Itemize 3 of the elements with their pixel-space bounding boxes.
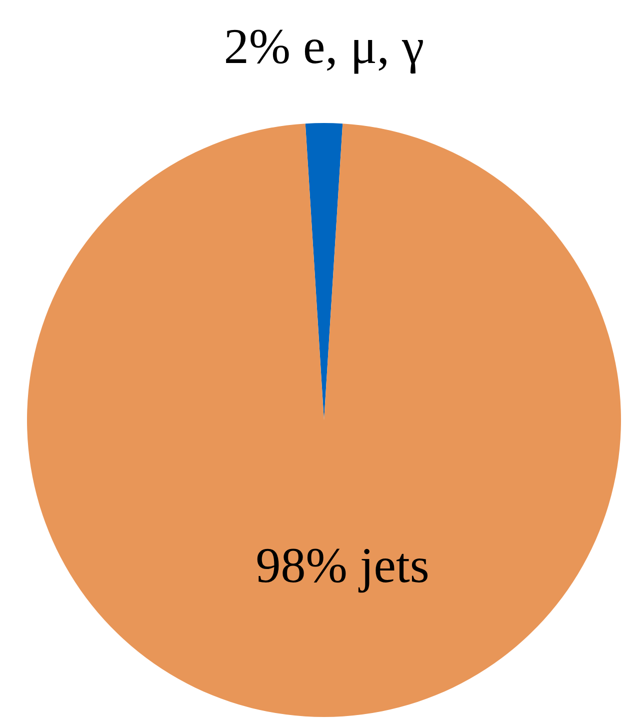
slice-label: 98% jets bbox=[256, 536, 430, 593]
slice-label: 2% e, μ, γ bbox=[224, 18, 424, 74]
pie-slice bbox=[27, 124, 621, 717]
